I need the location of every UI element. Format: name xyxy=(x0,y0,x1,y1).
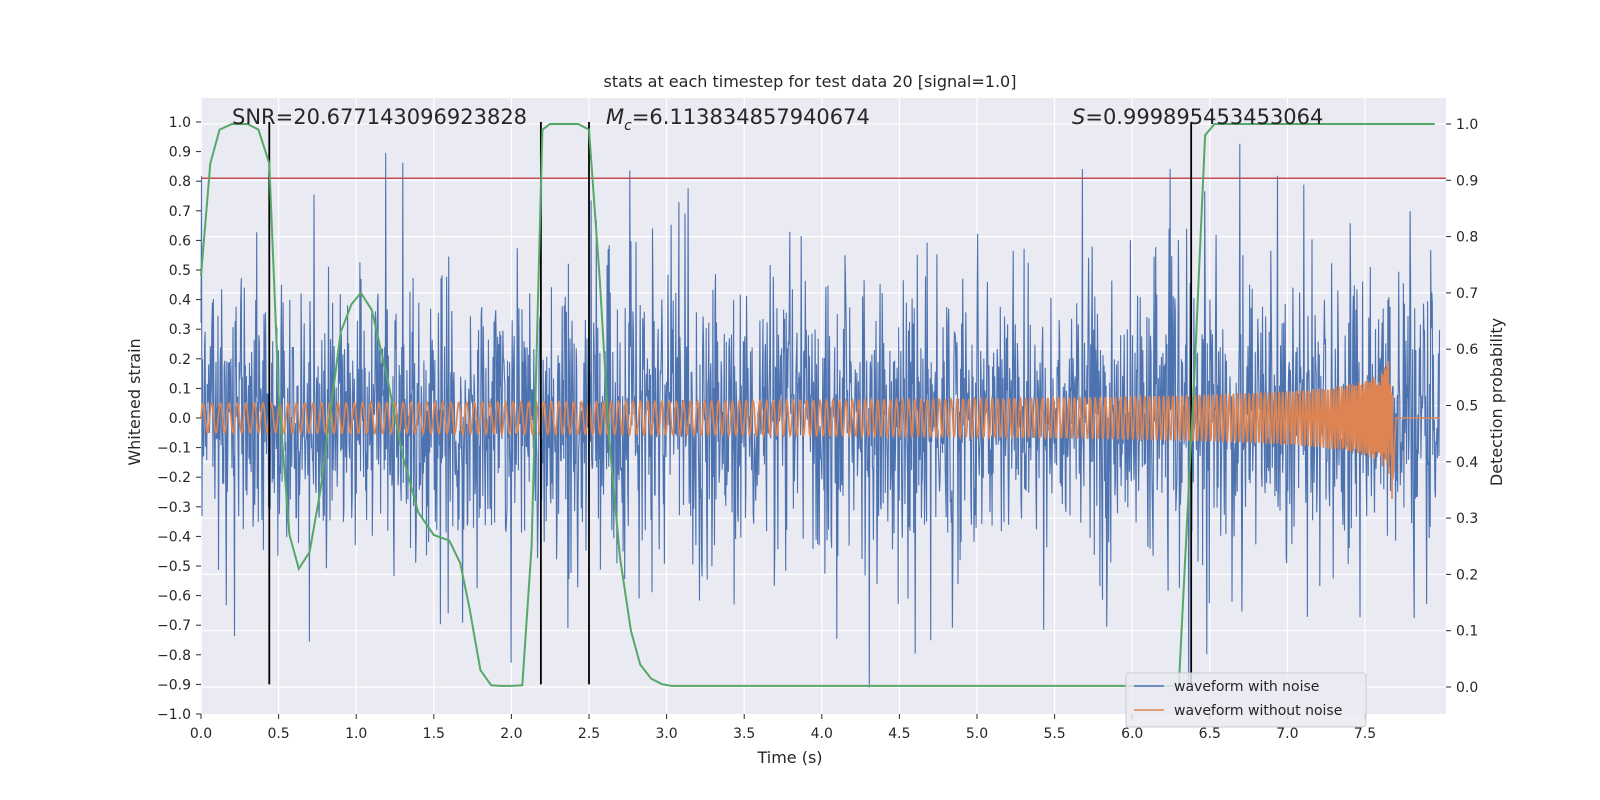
chart-title: stats at each timestep for test data 20 … xyxy=(604,72,1017,91)
mc-annotation: Mc=6.113834857940674 xyxy=(606,105,870,134)
clean-trace xyxy=(200,361,1440,500)
x-axis-ticks: 0.0 0.5 1.0 1.5 2.0 2.5 3.0 3.5 4.0 4.5 5.0 5.5 6.0 6… xyxy=(190,714,1376,742)
x-tick-label: 2.0 xyxy=(500,726,522,742)
y-tick-label: −0.8 xyxy=(157,648,191,664)
y-tick-label: −0.9 xyxy=(157,677,191,693)
legend: waveform with noise waveform without noi… xyxy=(1125,672,1367,728)
x-tick-label: 1.5 xyxy=(423,726,445,742)
mc-subscript: c xyxy=(624,118,632,134)
y-axis-label: Whitened strain xyxy=(125,338,144,465)
x-axis-label: Time (s) xyxy=(756,748,822,767)
x-tick-label: 3.5 xyxy=(733,726,755,742)
y-tick-label: 1.0 xyxy=(169,115,191,131)
x-tick-label: 2.5 xyxy=(578,726,600,742)
y2-tick-label: 0.6 xyxy=(1456,342,1478,358)
series-waveform-without-noise xyxy=(200,361,1440,500)
y-tick-label: −0.7 xyxy=(157,618,191,634)
y-tick-label: −1.0 xyxy=(157,707,191,723)
x-tick-label: 0.5 xyxy=(267,726,289,742)
mc-value: =6.113834857940674 xyxy=(632,105,870,129)
mc-symbol: M xyxy=(606,105,624,129)
y2-axis-label: Detection probability xyxy=(1487,318,1506,486)
y2-tick-label: 0.5 xyxy=(1456,399,1478,415)
y-tick-label: −0.1 xyxy=(157,441,191,457)
marker-lines xyxy=(201,122,1446,685)
x-tick-label: 4.5 xyxy=(888,726,910,742)
x-tick-label: 4.0 xyxy=(811,726,833,742)
y-tick-label: −0.3 xyxy=(157,500,191,516)
y-tick-label: −0.2 xyxy=(157,470,191,486)
x-tick-label: 7.0 xyxy=(1276,726,1298,742)
y-tick-label: 0.5 xyxy=(169,263,191,279)
y-axis-left-ticks: 1.0 0.9 0.8 0.7 0.6 0.5 0.4 0.3 0.2 0.1 0.0 −0.1 −0.… xyxy=(157,115,201,723)
y-tick-label: 0.8 xyxy=(169,174,191,190)
y2-tick-label: 0.8 xyxy=(1456,230,1478,246)
y2-tick-label: 0.4 xyxy=(1456,455,1478,471)
y-tick-label: 0.3 xyxy=(169,322,191,338)
x-tick-label: 0.0 xyxy=(190,726,212,742)
y-tick-label: −0.5 xyxy=(157,559,191,575)
y2-tick-label: 1.0 xyxy=(1456,117,1478,133)
y2-tick-label: 0.0 xyxy=(1456,680,1478,696)
y-tick-label: 0.7 xyxy=(169,204,191,220)
x-tick-label: 6.0 xyxy=(1121,726,1143,742)
y-tick-label: −0.6 xyxy=(157,589,191,605)
y-tick-label: 0.1 xyxy=(169,381,191,397)
y2-tick-label: 0.3 xyxy=(1456,511,1478,527)
snr-annotation: SNR=20.677143096923828 xyxy=(232,105,527,129)
y-tick-label: 0.4 xyxy=(169,293,191,309)
legend-box xyxy=(1125,672,1367,728)
x-tick-label: 5.0 xyxy=(966,726,988,742)
x-tick-label: 1.0 xyxy=(345,726,367,742)
s-annotation: S=0.999895453453064 xyxy=(1072,105,1323,129)
y-tick-label: 0.6 xyxy=(169,233,191,249)
y-tick-label: 0.0 xyxy=(169,411,191,427)
x-tick-label: 6.5 xyxy=(1199,726,1221,742)
y2-tick-label: 0.1 xyxy=(1456,624,1478,640)
legend-label-clean: waveform without noise xyxy=(1174,703,1342,719)
probability-trace xyxy=(200,123,1435,687)
series-detection-probability xyxy=(200,123,1435,687)
y-tick-label: 0.9 xyxy=(169,145,191,161)
legend-label-noise: waveform with noise xyxy=(1174,679,1319,695)
y-tick-label: 0.2 xyxy=(169,352,191,368)
s-value: =0.999895453453064 xyxy=(1085,105,1323,129)
y2-tick-label: 0.9 xyxy=(1456,173,1478,189)
y-axis-right-ticks: 0.0 0.1 0.2 0.3 0.4 0.5 0.6 0.7 0.8 0.9 1.0 xyxy=(1446,117,1478,696)
x-tick-label: 3.0 xyxy=(655,726,677,742)
y-tick-label: −0.4 xyxy=(157,529,191,545)
x-tick-label: 7.5 xyxy=(1354,726,1376,742)
s-symbol: S xyxy=(1072,105,1085,129)
x-tick-label: 5.5 xyxy=(1043,726,1065,742)
y2-tick-label: 0.2 xyxy=(1456,567,1478,583)
y2-tick-label: 0.7 xyxy=(1456,286,1478,302)
